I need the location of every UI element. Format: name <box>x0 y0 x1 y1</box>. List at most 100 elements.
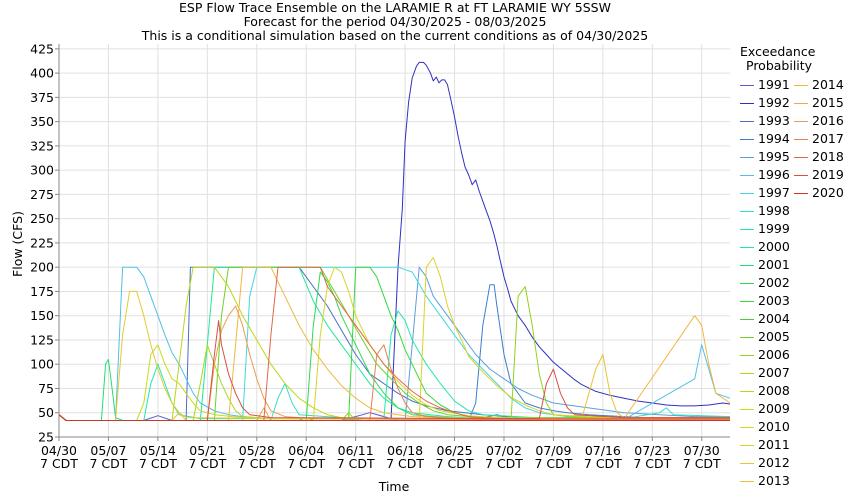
legend-swatch <box>794 84 808 86</box>
y-tick-label: 175 <box>30 284 54 299</box>
legend-label: 2003 <box>758 293 790 308</box>
x-tick-label-date: 07/02 <box>486 443 522 458</box>
legend-label: 2008 <box>758 383 790 398</box>
x-tick-label-date: 06/11 <box>338 443 374 458</box>
legend-item-2008: 2008 <box>740 382 794 400</box>
x-tick-label-time: 7 CDT <box>633 456 671 471</box>
x-tick-label-date: 04/30 <box>41 443 77 458</box>
legend-item-2006: 2006 <box>740 346 794 364</box>
legend-item-2007: 2007 <box>740 364 794 382</box>
series-line-1995 <box>58 266 730 421</box>
series-line-1994 <box>58 284 730 421</box>
legend-label: 1991 <box>758 77 790 92</box>
legend-item-1991: 1991 <box>740 76 794 94</box>
legend-swatch <box>794 120 808 122</box>
legend-swatch <box>794 102 808 104</box>
x-tick-label-time: 7 CDT <box>188 456 226 471</box>
series-line-2002 <box>58 271 730 421</box>
legend-label: 2007 <box>758 365 790 380</box>
x-tick-label-time: 7 CDT <box>584 456 622 471</box>
legend-item-2013: 2013 <box>740 472 794 490</box>
legend-item-2012: 2012 <box>740 454 794 472</box>
x-tick-label-time: 7 CDT <box>386 456 424 471</box>
y-tick-label: 125 <box>30 332 54 347</box>
legend-swatch <box>740 174 754 176</box>
legend-label: 2014 <box>812 77 844 92</box>
legend-label: 2018 <box>812 149 844 164</box>
y-tick-label: 200 <box>30 260 54 275</box>
y-axis-label: Flow (CFS) <box>10 211 25 277</box>
legend-item-1996: 1996 <box>740 166 794 184</box>
legend-item-1999: 1999 <box>740 220 794 238</box>
legend-label: 2002 <box>758 275 790 290</box>
series-line-2000 <box>58 266 730 421</box>
x-tick-label-date: 07/16 <box>585 443 621 458</box>
legend-item-1993: 1993 <box>740 112 794 130</box>
legend-title-line1: Exceedance <box>740 44 816 59</box>
legend-item-2020: 2020 <box>794 184 848 202</box>
legend-label: 1999 <box>758 221 790 236</box>
legend-swatch <box>740 102 754 104</box>
legend-label: 2010 <box>758 419 790 434</box>
legend-item-2004: 2004 <box>740 310 794 328</box>
legend-swatch <box>740 282 754 284</box>
y-tick-label: 150 <box>30 308 54 323</box>
legend-label: 2005 <box>758 329 790 344</box>
x-tick-label-date: 07/30 <box>684 443 720 458</box>
series-line-1996 <box>58 266 731 421</box>
plot-area <box>59 44 730 437</box>
y-tick-label: 50 <box>38 405 54 420</box>
x-tick-label-date: 05/14 <box>140 443 176 458</box>
legend-label: 2015 <box>812 95 844 110</box>
legend-swatch <box>740 156 754 158</box>
x-axis-label: Time <box>378 479 410 494</box>
legend-label: 1995 <box>758 149 790 164</box>
legend-item-2000: 2000 <box>740 238 794 256</box>
legend-label: 1997 <box>758 185 790 200</box>
x-tick-label-time: 7 CDT <box>534 456 572 471</box>
legend-label: 2016 <box>812 113 844 128</box>
legend-swatch <box>740 246 754 248</box>
legend-label: 1996 <box>758 167 790 182</box>
series-line-2020 <box>58 414 730 421</box>
legend-item-2019: 2019 <box>794 166 848 184</box>
legend-item-2001: 2001 <box>740 256 794 274</box>
x-tick-label-time: 7 CDT <box>485 456 523 471</box>
legend-swatch <box>794 138 808 140</box>
legend-swatch <box>740 120 754 122</box>
legend-swatch <box>740 84 754 86</box>
legend-item-2009: 2009 <box>740 400 794 418</box>
legend-label: 1993 <box>758 113 790 128</box>
y-tick-label: 25 <box>38 430 54 445</box>
x-tick-label-date: 06/04 <box>288 443 324 458</box>
legend-item-2014: 2014 <box>794 76 848 94</box>
legend-item-2010: 2010 <box>740 418 794 436</box>
legend-swatch <box>740 300 754 302</box>
chart-note: This is a conditional simulation based o… <box>141 28 649 43</box>
x-tick-label-time: 7 CDT <box>683 456 721 471</box>
legend-swatch <box>740 480 754 482</box>
legend-item-2011: 2011 <box>740 436 794 454</box>
series-line-2008 <box>58 266 730 421</box>
legend-label: 2017 <box>812 131 844 146</box>
x-tick-label-date: 06/18 <box>387 443 423 458</box>
legend-swatch <box>740 408 754 410</box>
x-tick-label-date: 05/07 <box>90 443 126 458</box>
legend-label: 1994 <box>758 131 790 146</box>
series-line-2019 <box>58 320 730 421</box>
series-lines <box>58 61 731 421</box>
legend-label: 1992 <box>758 95 790 110</box>
legend-swatch <box>740 138 754 140</box>
legend: Exceedance Probability 1991 1992 1993 1994 1… <box>740 45 848 490</box>
legend-swatch <box>740 336 754 338</box>
series-line-1992 <box>58 61 731 421</box>
legend-label: 2020 <box>812 185 844 200</box>
legend-label: 2001 <box>758 257 790 272</box>
chart-title-block: ESP Flow Trace Ensemble on the LARAMIE R… <box>0 1 790 43</box>
legend-swatch <box>740 318 754 320</box>
y-tick-label: 75 <box>38 381 54 396</box>
x-tick-label-time: 7 CDT <box>89 456 127 471</box>
series-line-2018 <box>58 266 730 421</box>
legend-item-1995: 1995 <box>740 148 794 166</box>
